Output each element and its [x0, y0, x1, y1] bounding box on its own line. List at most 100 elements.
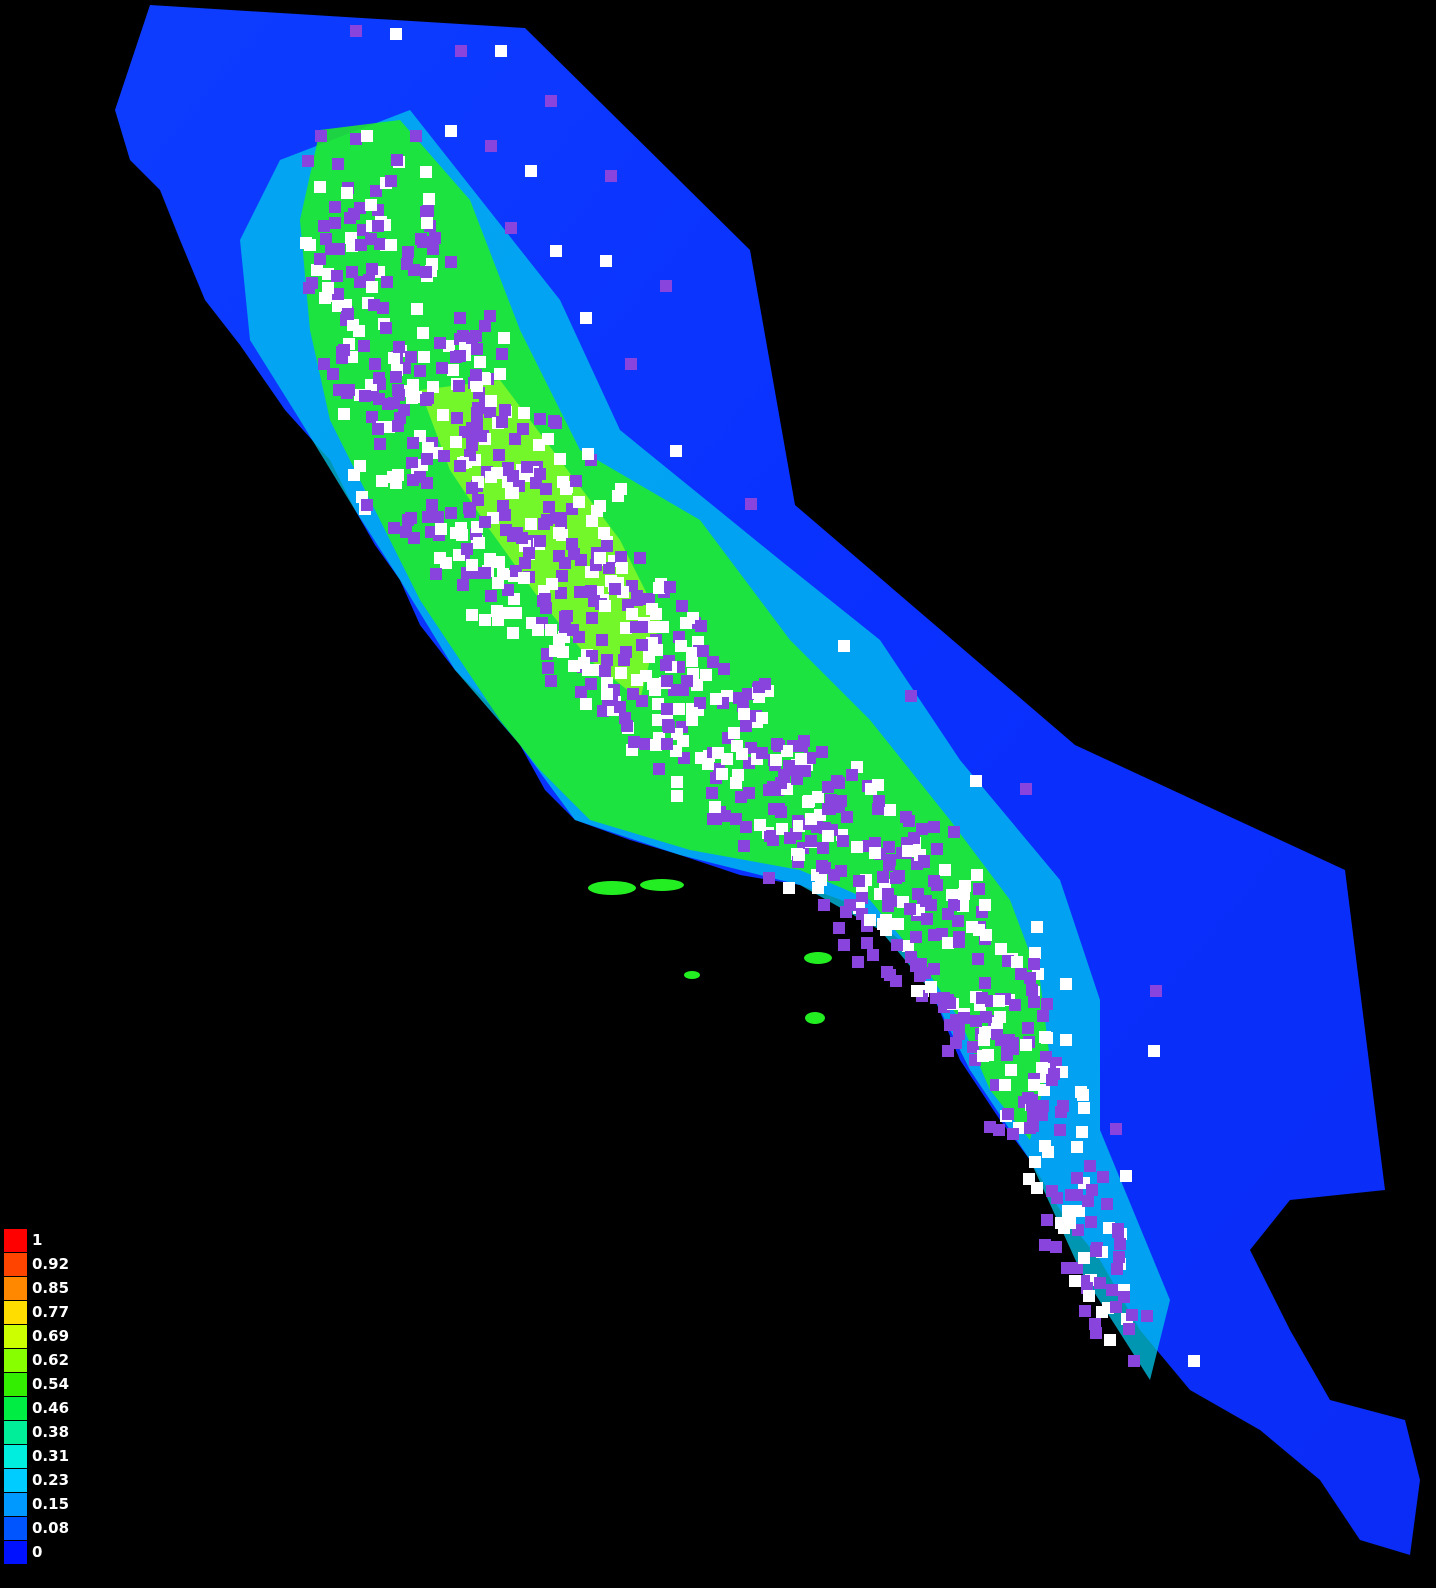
legend-label: 0.54 [32, 1375, 70, 1393]
occurrence-marker [358, 340, 370, 352]
occurrence-marker [474, 356, 486, 368]
occurrence-marker [984, 1121, 996, 1133]
occurrence-marker [736, 748, 748, 760]
occurrence-marker [434, 337, 446, 349]
legend-label: 0.23 [32, 1471, 70, 1489]
occurrence-marker [652, 714, 664, 726]
occurrence-marker [406, 457, 418, 469]
occurrence-marker [1112, 1223, 1124, 1235]
legend-label: 0.46 [32, 1399, 70, 1417]
occurrence-marker [1104, 1334, 1116, 1346]
occurrence-marker [365, 199, 377, 211]
occurrence-marker [1037, 1010, 1049, 1022]
occurrence-marker [1001, 1049, 1013, 1061]
occurrence-marker [582, 448, 594, 460]
legend-label: 0.85 [32, 1279, 70, 1297]
occurrence-marker [385, 239, 397, 251]
occurrence-marker [466, 559, 478, 571]
occurrence-marker [833, 801, 845, 813]
occurrence-marker [494, 368, 506, 380]
occurrence-marker [796, 740, 808, 752]
occurrence-marker [754, 819, 766, 831]
occurrence-marker [615, 551, 627, 563]
occurrence-marker [1062, 1205, 1074, 1217]
occurrence-marker [735, 791, 747, 803]
occurrence-marker [596, 634, 608, 646]
legend-label: 0.31 [32, 1447, 70, 1465]
occurrence-marker [1150, 985, 1162, 997]
occurrence-marker [453, 380, 465, 392]
occurrence-marker [540, 602, 552, 614]
occurrence-marker [1029, 947, 1041, 959]
occurrence-marker [585, 678, 597, 690]
occurrence-marker [884, 804, 896, 816]
occurrence-marker [429, 232, 441, 244]
occurrence-marker [391, 154, 403, 166]
occurrence-marker [900, 811, 912, 823]
occurrence-marker [1048, 1068, 1060, 1080]
occurrence-marker [350, 25, 362, 37]
occurrence-marker [1055, 1106, 1067, 1118]
occurrence-marker [311, 264, 323, 276]
occurrence-marker [594, 500, 606, 512]
occurrence-marker [1086, 1184, 1098, 1196]
occurrence-marker [1007, 1128, 1019, 1140]
occurrence-marker [1113, 1251, 1125, 1263]
occurrence-marker [837, 835, 849, 847]
occurrence-marker [479, 614, 491, 626]
occurrence-marker [434, 552, 446, 564]
occurrence-marker [861, 937, 873, 949]
occurrence-marker [995, 943, 1007, 955]
occurrence-marker [931, 843, 943, 855]
occurrence-marker [485, 590, 497, 602]
occurrence-marker [485, 140, 497, 152]
legend-swatch [4, 1444, 27, 1468]
occurrence-marker [580, 698, 592, 710]
occurrence-marker [1114, 1238, 1126, 1250]
occurrence-marker [381, 276, 393, 288]
occurrence-marker [603, 562, 615, 574]
occurrence-marker [925, 981, 937, 993]
occurrence-marker [719, 810, 731, 822]
occurrence-marker [928, 821, 940, 833]
occurrence-marker [1118, 1291, 1130, 1303]
occurrence-marker [838, 939, 850, 951]
legend-item: 0.15 [4, 1492, 69, 1516]
occurrence-marker [1188, 1355, 1200, 1367]
occurrence-marker [833, 777, 845, 789]
occurrence-marker [793, 849, 805, 861]
occurrence-marker [1038, 1084, 1050, 1096]
occurrence-marker [982, 1049, 994, 1061]
occurrence-marker [567, 624, 579, 636]
occurrence-marker [942, 1045, 954, 1057]
occurrence-marker [631, 590, 643, 602]
occurrence-marker [408, 264, 420, 276]
occurrence-marker [1024, 1122, 1036, 1134]
occurrence-marker [1071, 1172, 1083, 1184]
occurrence-marker [479, 567, 491, 579]
occurrence-marker [348, 469, 360, 481]
occurrence-marker [549, 645, 561, 657]
occurrence-marker [585, 585, 597, 597]
occurrence-marker [630, 621, 642, 633]
legend-item: 0.08 [4, 1516, 69, 1540]
occurrence-marker [1041, 998, 1053, 1010]
occurrence-marker [738, 840, 750, 852]
occurrence-marker [366, 281, 378, 293]
occurrence-marker [597, 705, 609, 717]
occurrence-marker [953, 931, 965, 943]
occurrence-marker [783, 882, 795, 894]
occurrence-marker [967, 1041, 979, 1053]
occurrence-marker [709, 801, 721, 813]
occurrence-marker [417, 236, 429, 248]
occurrence-marker [978, 1034, 990, 1046]
occurrence-marker [1020, 1039, 1032, 1051]
occurrence-marker [426, 499, 438, 511]
occurrence-marker [414, 365, 426, 377]
occurrence-marker [911, 985, 923, 997]
occurrence-marker [518, 407, 530, 419]
occurrence-marker [671, 790, 683, 802]
occurrence-marker [783, 760, 795, 772]
occurrence-marker [791, 773, 803, 785]
